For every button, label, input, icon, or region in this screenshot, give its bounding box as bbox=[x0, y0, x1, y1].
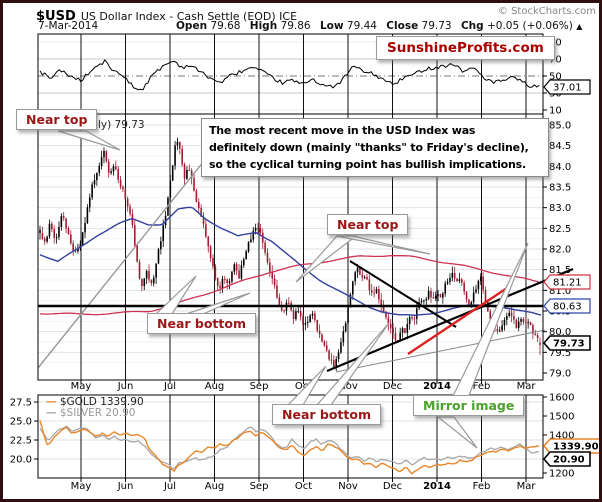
ma200-line bbox=[39, 255, 542, 316]
chart-title: $USD US Dollar Index - Cash Settle (EOD)… bbox=[36, 5, 297, 24]
svg-text:25.0: 25.0 bbox=[10, 417, 32, 428]
svg-text:Jul: Jul bbox=[163, 381, 176, 392]
svg-text:1400: 1400 bbox=[549, 431, 574, 442]
svg-text:Dec: Dec bbox=[383, 381, 402, 392]
svg-text:2014: 2014 bbox=[423, 381, 451, 392]
svg-text:80.63: 80.63 bbox=[553, 302, 582, 313]
annotation-near-top-1: Near top bbox=[16, 109, 98, 130]
svg-text:Jul: Jul bbox=[163, 481, 176, 492]
svg-text:82.0: 82.0 bbox=[549, 244, 571, 255]
svg-text:79.73: 79.73 bbox=[553, 339, 585, 350]
commentary-textbox: The most recent move in the USD Index wa… bbox=[201, 118, 549, 177]
low-value: 79.44 bbox=[346, 20, 377, 32]
svg-text:83.5: 83.5 bbox=[549, 182, 571, 193]
ohlc-quote-row: Open 79.68 High 79.86 Low 79.44 Close 79… bbox=[170, 20, 582, 32]
svg-text:70: 70 bbox=[549, 55, 562, 66]
svg-text:Feb: Feb bbox=[473, 381, 491, 392]
svg-text:20.0: 20.0 bbox=[10, 455, 32, 466]
svg-text:84.0: 84.0 bbox=[549, 162, 571, 173]
candles bbox=[39, 137, 541, 372]
axis-labels: 907050301085.084.584.083.583.082.582.081… bbox=[10, 38, 575, 493]
copyright-label: © StockCharts.com bbox=[497, 6, 596, 17]
svg-text:Nov: Nov bbox=[338, 381, 358, 392]
svg-text:50: 50 bbox=[549, 72, 562, 83]
high-label: High bbox=[249, 20, 278, 32]
svg-text:Aug: Aug bbox=[205, 481, 225, 492]
rsi-line bbox=[39, 59, 540, 91]
svg-text:82.5: 82.5 bbox=[549, 224, 571, 235]
annotation-near-bottom-1: Near bottom bbox=[147, 313, 256, 334]
svg-text:Sep: Sep bbox=[250, 481, 269, 492]
svg-text:83.0: 83.0 bbox=[549, 203, 571, 214]
silver-dash-icon: — bbox=[46, 407, 57, 419]
svg-text:79.0: 79.0 bbox=[549, 368, 571, 379]
chg-value: +0.05 (+0.06%) bbox=[486, 20, 573, 32]
svg-text:Mar: Mar bbox=[517, 481, 537, 492]
svg-text:May: May bbox=[71, 481, 92, 492]
svg-text:1600: 1600 bbox=[549, 393, 574, 404]
commentary-line-1: The most recent move in the USD Index wa… bbox=[209, 124, 476, 137]
svg-text:85.0: 85.0 bbox=[549, 121, 571, 132]
svg-text:Feb: Feb bbox=[473, 481, 491, 492]
svg-text:May: May bbox=[71, 381, 92, 392]
high-value: 79.86 bbox=[280, 20, 311, 32]
low-label: Low bbox=[319, 20, 344, 32]
annotation-mirror-image: Mirror image bbox=[413, 395, 525, 416]
svg-text:Dec: Dec bbox=[383, 481, 402, 492]
svg-text:79.5: 79.5 bbox=[549, 348, 571, 359]
svg-text:Oct: Oct bbox=[295, 481, 312, 492]
gold-silver-lines bbox=[39, 420, 540, 475]
annotation-near-bottom-2: Near bottom bbox=[272, 404, 381, 425]
svg-text:81.21: 81.21 bbox=[553, 278, 582, 289]
svg-text:90: 90 bbox=[549, 38, 562, 49]
svg-text:Jun: Jun bbox=[117, 381, 134, 392]
gold-legend-text: $GOLD 1339.90 bbox=[59, 396, 144, 408]
trendlines bbox=[37, 125, 574, 373]
svg-text:20.90: 20.90 bbox=[553, 455, 585, 466]
gold-series-legend: — $GOLD 1339.90 bbox=[46, 396, 144, 408]
svg-text:Oct: Oct bbox=[295, 381, 312, 392]
panel-frames bbox=[34, 33, 547, 482]
svg-text:Sep: Sep bbox=[250, 381, 269, 392]
close-value: 79.73 bbox=[421, 20, 452, 32]
symbol-label: $USD bbox=[36, 9, 76, 24]
title-text: US Dollar Index - Cash Settle (EOD) ICE bbox=[80, 10, 298, 23]
svg-text:27.5: 27.5 bbox=[10, 398, 32, 409]
up-triangle-icon: ▲ bbox=[576, 22, 583, 31]
svg-text:1200: 1200 bbox=[549, 469, 574, 480]
svg-text:81.0: 81.0 bbox=[549, 286, 571, 297]
svg-text:1500: 1500 bbox=[549, 412, 574, 423]
watermark-badge: SunshineProfits.com bbox=[376, 36, 555, 60]
annotation-near-top-2: Near top bbox=[327, 214, 409, 235]
svg-text:Jun: Jun bbox=[117, 481, 134, 492]
svg-text:2014: 2014 bbox=[423, 481, 451, 492]
gold-line bbox=[39, 420, 540, 475]
svg-text:Mar: Mar bbox=[517, 381, 537, 392]
commentary-line-3: so the cyclical turning point has bullis… bbox=[209, 158, 526, 171]
svg-text:22.5: 22.5 bbox=[10, 436, 32, 447]
gold-dash-icon: — bbox=[46, 396, 57, 408]
value-markers: 37.01 81.21 80.63 79.73 1339.90 20.90 bbox=[542, 79, 602, 467]
svg-text:37.01: 37.01 bbox=[553, 83, 582, 94]
svg-text:81.5: 81.5 bbox=[549, 265, 571, 276]
silver-line bbox=[39, 425, 540, 470]
svg-text:84.5: 84.5 bbox=[549, 141, 571, 152]
svg-text:Aug: Aug bbox=[205, 381, 225, 392]
svg-text:10: 10 bbox=[549, 106, 562, 117]
svg-text:Nov: Nov bbox=[338, 481, 358, 492]
open-value: 79.68 bbox=[210, 20, 241, 32]
svg-text:80.0: 80.0 bbox=[549, 327, 571, 338]
date-label: 7-Mar-2014 bbox=[38, 20, 99, 32]
silver-legend-text: $SILVER 20.90 bbox=[59, 407, 136, 419]
open-label: Open bbox=[176, 20, 208, 32]
callout-tails bbox=[57, 130, 529, 449]
silver-series-legend: — $SILVER 20.90 bbox=[46, 407, 136, 419]
rsi-line-group bbox=[39, 59, 540, 91]
chg-label: Chg bbox=[460, 20, 484, 32]
commentary-line-2: definitely down (mainly "thanks" to Frid… bbox=[209, 141, 529, 154]
close-label: Close bbox=[386, 20, 419, 32]
svg-text:1339.90: 1339.90 bbox=[553, 442, 599, 453]
